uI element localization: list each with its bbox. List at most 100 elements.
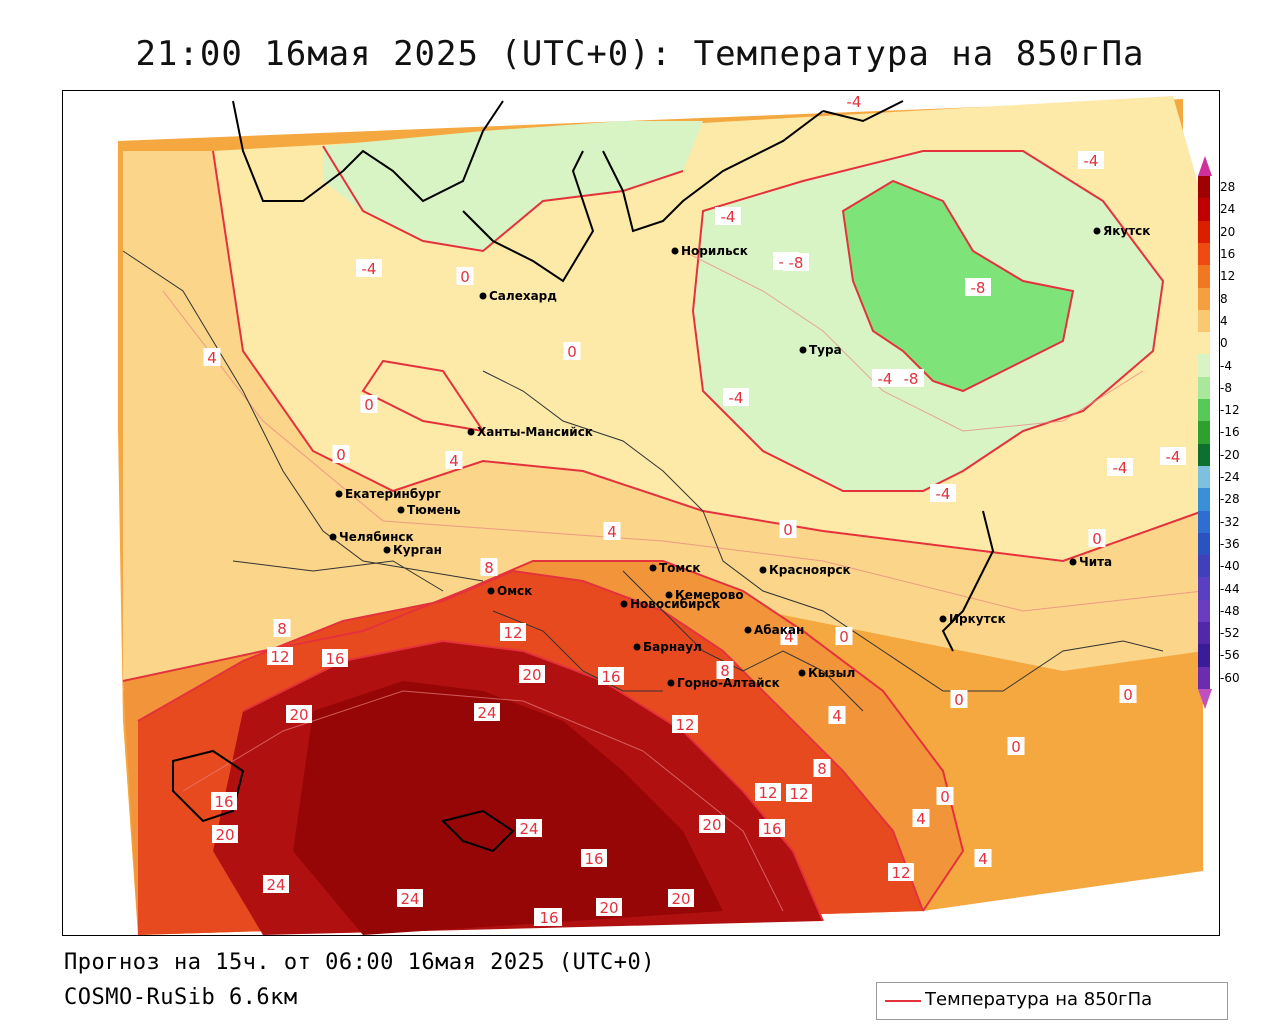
isotherm-label: 20 [215,826,234,844]
colorbar-tick-label: -60 [1220,670,1240,685]
isotherm-label-bg [332,445,350,463]
legend-line-swatch [885,1000,921,1002]
isotherm-label: 20 [522,666,541,684]
city-dot [620,600,628,608]
isotherm-label-bg [211,792,237,810]
colorbar-tick-label: -24 [1220,470,1240,485]
isotherm-label: 4 [784,628,794,646]
city-dot [397,506,405,514]
isotherm-label: 0 [839,628,849,646]
isotherm-label: -4 [1166,448,1181,466]
city-label: Салехард [489,289,557,303]
city-label: Красноярск [769,563,851,577]
isotherm-label-bg [786,784,812,802]
isotherm-label-bg [699,815,725,833]
colorbar-segment [1198,421,1210,445]
isotherm-label-bg [581,849,607,867]
isotherm-label: 8 [817,760,827,778]
isotherm-label: -4 [1084,152,1099,170]
colorbar-tick-label: -52 [1220,626,1240,641]
isotherm-label: -4 [721,208,736,226]
colorbar-segment [1198,265,1210,288]
colorbar-tick-label: -16 [1220,425,1240,440]
isotherm-label: 16 [325,650,344,668]
colorbar-segment [1198,220,1210,244]
city-label: Норильск [681,244,748,258]
isotherm-label-bg [828,706,846,724]
isotherm-label-bg [898,369,924,387]
isotherm-label: 24 [477,704,496,722]
colorbar-tick-label: -12 [1220,403,1240,418]
city-label: Тюмень [407,503,461,517]
isotherm-label-bg [596,898,622,916]
city-label: Якутск [1103,224,1150,238]
isotherm-label: 0 [1123,686,1133,704]
isotherm-label-bg [1088,529,1106,547]
isotherm-label: 0 [954,691,964,709]
city-label: Курган [393,543,442,557]
isotherm-label-bg [519,665,545,683]
isotherm-label: -4 [878,370,893,388]
colorbar-segment [1198,443,1210,467]
isotherm-label-bg [356,259,382,277]
isotherm-label-bg [872,369,898,387]
isotherm-label-bg [536,908,562,926]
city-dot [1093,227,1101,235]
isotherm-label: 16 [584,850,603,868]
isotherm-label-bg [813,759,831,777]
isotherm-label: 0 [460,268,470,286]
isotherm-minor-lines [162,250,1204,912]
colorbar-segment [1198,287,1210,311]
colorbar-segment [1198,354,1210,378]
colorbar-segment [1198,555,1210,578]
isotherm-label-layer: -4-4-4-4-4-4-4-4-4-4-8-8-800000000000444… [203,92,1186,927]
isotherm-label: 0 [1092,530,1102,548]
colorbar-tick-label: 28 [1220,180,1236,195]
isotherm-label: 0 [336,446,346,464]
isotherm-label-bg [936,787,954,805]
city-dot [383,546,391,554]
colorbar-segment [1198,644,1210,668]
colorbar-segment [1198,510,1210,534]
colorbar-segment [1198,376,1210,400]
city-dot [665,591,673,599]
colorbar-tick-label: -44 [1220,581,1240,596]
colorbar-tick-label: -8 [1220,380,1232,395]
city-dot [479,292,487,300]
isotherm-label-bg [841,92,867,110]
isotherm-label-bg [912,809,930,827]
isotherm-label-bg [500,623,526,641]
isotherm-label: 16 [601,668,620,686]
city-marker-layer: Норильск Якутск Салехард Тура Ханты-Мансийск… [329,224,1150,690]
city-label: Тура [809,343,842,357]
isotherm-label-bg [755,783,781,801]
zone-4-8 [123,151,1203,691]
isotherm-label-bg [888,863,914,881]
isotherm-label: -4 [362,260,377,278]
city-dot [798,669,806,677]
city-dot [1069,558,1077,566]
isotherm-label-bg [759,819,785,837]
colorbar-segment [1198,332,1210,355]
isotherm-label-bg [273,619,291,637]
zone-minus4-0-arctic [323,121,703,251]
temperature-map: -4-4-4-4-4-4-4-4-4-4-8-8-800000000000444… [62,90,1220,936]
isotherm-label-bg [783,253,809,271]
colorbar-tick-label: -32 [1220,514,1240,529]
city-dot [633,643,641,651]
isotherm-label-bg [715,207,741,225]
city-label: Новосибирск [630,597,720,611]
isotherm-label: 4 [916,810,926,828]
city-label: Барнаул [643,640,702,654]
isotherm-label-bg [360,395,378,413]
colorbar-tick-label: 20 [1220,224,1236,239]
colorbar-tick-label: 8 [1220,291,1228,306]
isotherm-label-bg [203,348,221,366]
isotherm-label: 4 [978,850,988,868]
colorbar-segment [1198,622,1210,645]
colorbar-segment [1198,666,1210,690]
isotherm-label-bg [456,267,474,285]
colorbar-tick-label: -56 [1220,648,1240,663]
legend-line-label: Температура на 850гПа [925,989,1153,1010]
isotherm-label-bg [965,278,991,296]
